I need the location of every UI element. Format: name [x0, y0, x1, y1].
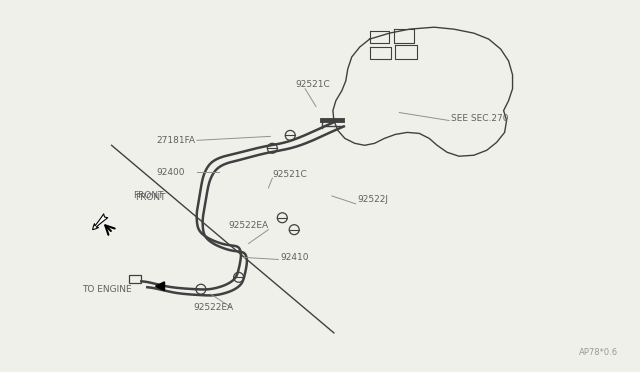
Text: 27181FA: 27181FA: [156, 136, 195, 145]
Text: AP78*0.6: AP78*0.6: [579, 348, 618, 357]
Text: 92522EA: 92522EA: [193, 302, 233, 312]
Text: TO ENGINE: TO ENGINE: [82, 285, 131, 294]
Text: 92400: 92400: [156, 168, 185, 177]
Bar: [129, 275, 141, 283]
Text: 92522J: 92522J: [358, 195, 388, 204]
Text: 92521C: 92521C: [295, 80, 330, 89]
Text: SEE SEC.270: SEE SEC.270: [451, 114, 509, 123]
Text: 92410: 92410: [280, 253, 308, 262]
Text: 92522EA: 92522EA: [228, 221, 269, 230]
Text: FRONT: FRONT: [133, 192, 164, 201]
Text: 92521C: 92521C: [273, 170, 307, 179]
Text: FRONT: FRONT: [136, 193, 166, 202]
